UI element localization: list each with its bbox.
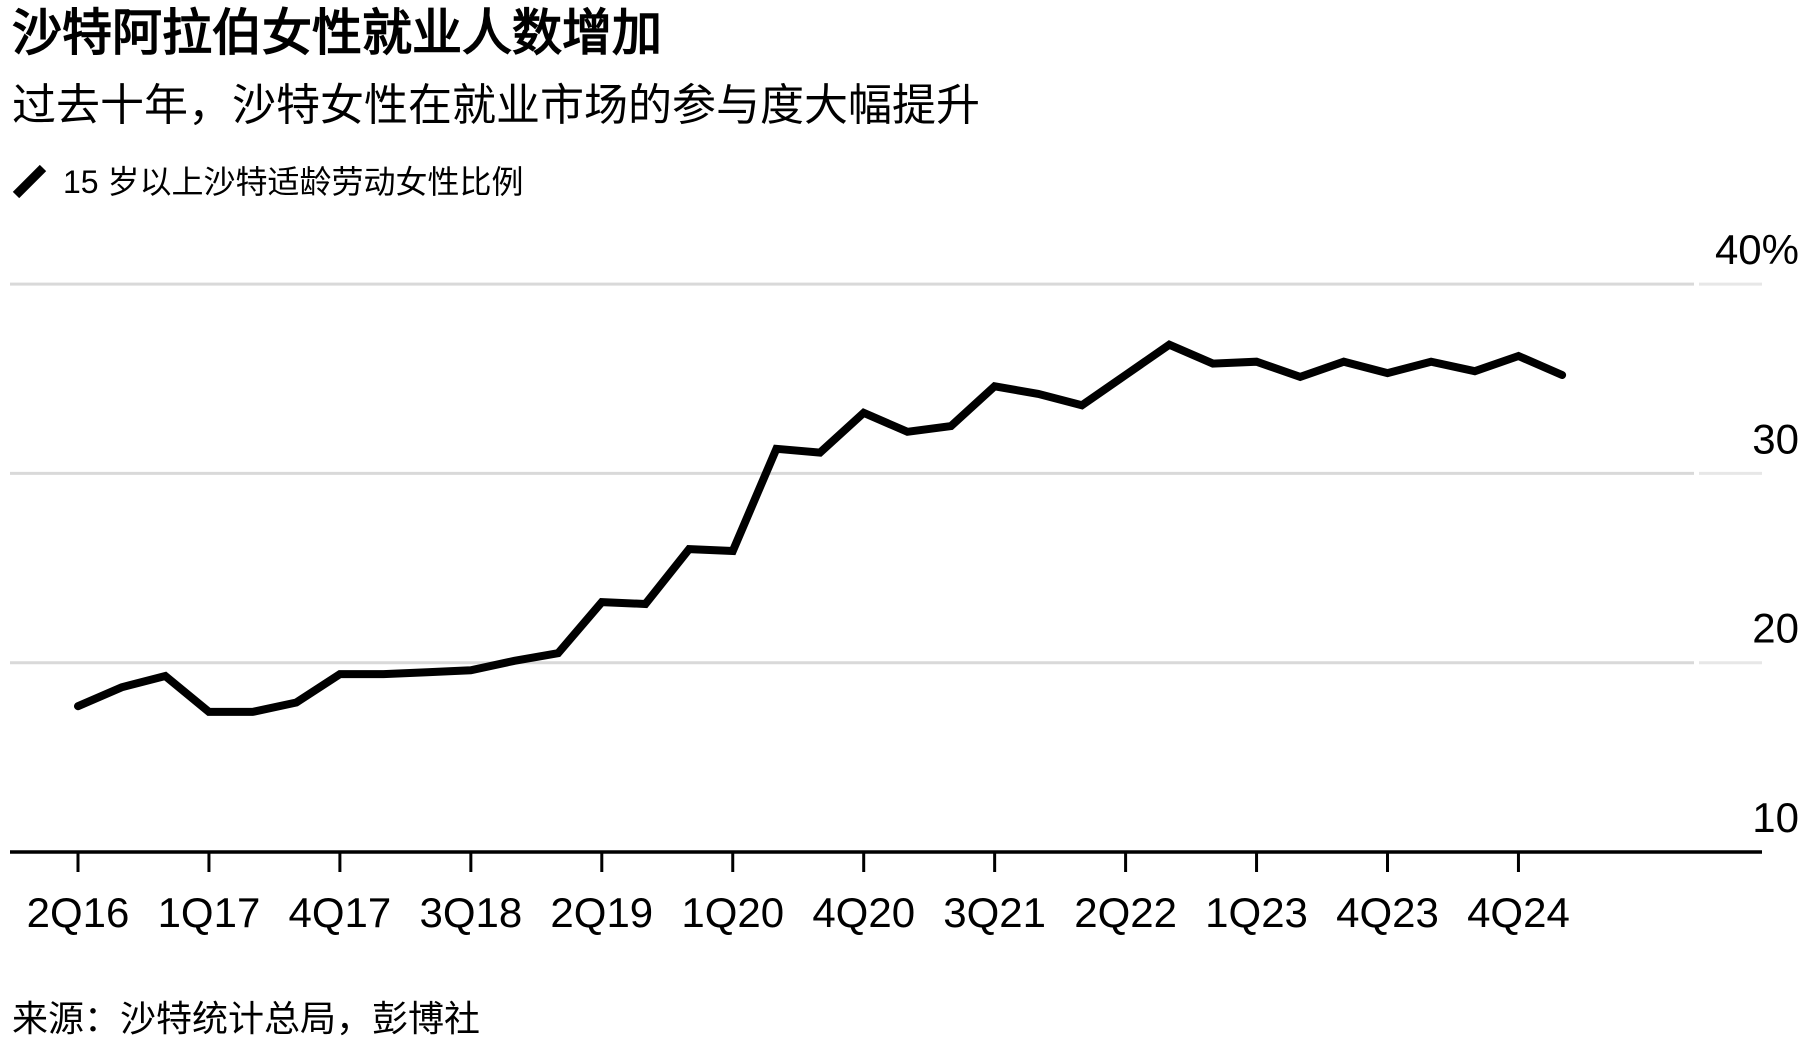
y-axis-label: 40% xyxy=(1715,226,1799,273)
x-axis-label: 2Q22 xyxy=(1074,889,1177,936)
x-axis-label: 3Q21 xyxy=(943,889,1046,936)
x-axis-label: 2Q16 xyxy=(27,889,130,936)
y-axis-label: 20 xyxy=(1752,605,1799,652)
x-axis-label: 1Q23 xyxy=(1205,889,1308,936)
x-axis-label: 4Q17 xyxy=(289,889,392,936)
y-axis-label: 10 xyxy=(1752,794,1799,841)
source-note: 来源：沙特统计总局，彭博社 xyxy=(12,998,481,1039)
data-line-series xyxy=(74,340,1567,716)
legend-label: 15 岁以上沙特适龄劳动女性比例 xyxy=(63,164,524,200)
x-axis-label: 4Q23 xyxy=(1336,889,1439,936)
x-axis-label: 1Q17 xyxy=(158,889,261,936)
line-slash-icon xyxy=(12,164,47,199)
chart-subtitle: 过去十年，沙特女性在就业市场的参与度大幅提升 xyxy=(12,81,980,130)
y-axis-label: 30 xyxy=(1752,415,1799,462)
x-axis-label: 1Q20 xyxy=(681,889,784,936)
chart-title: 沙特阿拉伯女性就业人数增加 xyxy=(12,5,662,61)
x-axis-label: 3Q18 xyxy=(419,889,522,936)
x-axis-label: 4Q24 xyxy=(1467,889,1570,936)
x-axis-label: 4Q20 xyxy=(812,889,915,936)
x-axis-label: 2Q19 xyxy=(550,889,653,936)
legend: 15 岁以上沙特适龄劳动女性比例 xyxy=(12,162,524,202)
